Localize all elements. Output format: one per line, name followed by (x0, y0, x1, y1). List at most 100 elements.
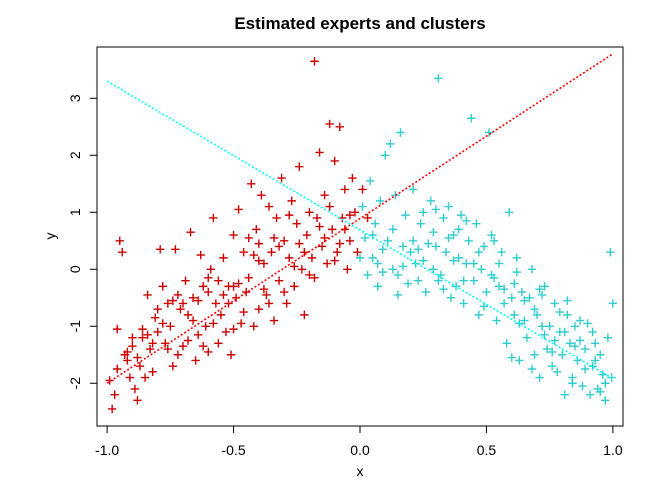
data-point (128, 342, 137, 351)
x-tick-label: -1.0 (95, 442, 119, 458)
data-point (408, 236, 418, 245)
data-point (439, 213, 448, 223)
data-point (403, 279, 413, 288)
data-point (322, 259, 332, 268)
data-point (507, 353, 516, 362)
data-point (596, 350, 605, 359)
data-point (388, 265, 398, 274)
data-point (459, 299, 468, 308)
data-point (156, 245, 165, 254)
data-point (181, 276, 190, 285)
data-point (502, 339, 511, 348)
data-point (173, 290, 183, 300)
data-point (325, 202, 334, 211)
data-point (464, 236, 473, 245)
data-point (133, 396, 142, 405)
data-point (269, 316, 279, 325)
data-point (267, 247, 276, 257)
data-point (307, 253, 317, 263)
data-point (363, 270, 372, 280)
x-axis-label: x (357, 463, 364, 479)
data-point (315, 222, 324, 231)
plot-area (105, 53, 618, 414)
data-point (608, 299, 618, 308)
data-point (510, 279, 519, 288)
x-tick-label: -0.5 (221, 442, 245, 458)
data-point (234, 279, 243, 288)
data-point (262, 290, 271, 300)
data-point (462, 259, 471, 268)
y-tick-label: 3 (67, 94, 83, 102)
chart-title: Estimated experts and clusters (234, 14, 485, 33)
data-point (429, 228, 438, 237)
data-point (449, 230, 458, 240)
data-point (580, 364, 590, 374)
data-point (148, 339, 157, 348)
data-point (176, 304, 185, 314)
data-point (340, 225, 350, 234)
data-point (537, 322, 547, 331)
data-point (244, 233, 253, 243)
data-point (497, 247, 506, 257)
data-point (216, 310, 226, 320)
data-point (373, 259, 382, 268)
data-point (204, 273, 213, 283)
data-point (398, 242, 408, 251)
data-point (580, 344, 590, 354)
data-point (325, 119, 334, 129)
data-point (183, 336, 193, 345)
data-point (444, 233, 453, 243)
data-point (378, 267, 387, 277)
data-point (163, 299, 173, 308)
data-point (272, 213, 281, 223)
data-point (583, 319, 592, 328)
data-point (575, 316, 585, 325)
data-point (178, 299, 188, 308)
data-point (540, 282, 549, 291)
data-point (398, 262, 408, 271)
data-point (527, 364, 537, 374)
data-point (236, 319, 246, 328)
data-point (226, 350, 236, 359)
data-point (479, 242, 489, 251)
data-point (257, 190, 266, 200)
data-point (378, 245, 387, 254)
data-point (287, 196, 296, 206)
data-point (545, 322, 554, 331)
y-axis-label: y (42, 233, 58, 240)
data-point (138, 333, 147, 342)
data-point (588, 361, 597, 371)
data-point (234, 205, 243, 214)
data-point (254, 256, 264, 265)
data-point (191, 356, 200, 365)
data-point (196, 250, 205, 260)
data-point (368, 253, 377, 263)
data-point (214, 276, 223, 285)
data-point (264, 299, 274, 308)
data-point (360, 233, 370, 243)
data-point (424, 239, 433, 248)
data-point (290, 262, 299, 271)
data-point (555, 307, 564, 317)
data-point (201, 322, 210, 331)
data-point (436, 270, 446, 280)
data-point (143, 290, 152, 300)
data-point (454, 253, 463, 263)
y-tick-label: 2 (67, 151, 83, 159)
data-point (373, 282, 382, 291)
data-point (300, 310, 309, 320)
data-point (105, 376, 114, 385)
data-point (492, 316, 501, 325)
data-point (540, 330, 549, 340)
series-cluster-2 (355, 74, 618, 405)
data-point (505, 208, 514, 217)
data-point (320, 233, 329, 243)
data-point (221, 327, 231, 337)
data-point (553, 367, 562, 377)
data-point (484, 128, 494, 137)
data-point (570, 322, 580, 331)
data-point (363, 213, 372, 223)
data-point (219, 290, 228, 300)
data-point (547, 361, 557, 371)
